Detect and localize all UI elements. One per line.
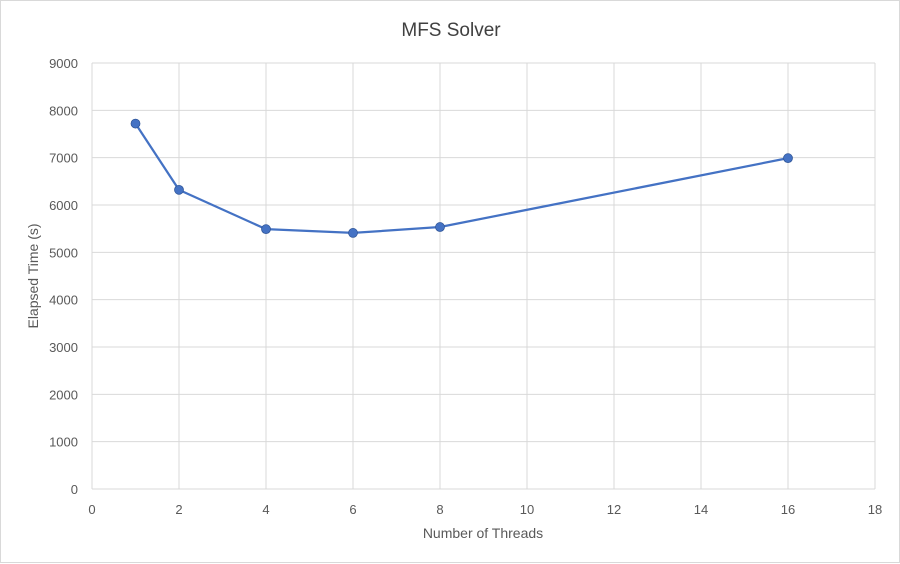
y-tick-label: 4000 [49, 293, 78, 308]
x-tick-label: 8 [436, 502, 443, 517]
data-point [261, 224, 271, 235]
y-tick-label: 2000 [49, 387, 78, 402]
y-tick-label: 3000 [49, 340, 78, 355]
x-tick-label: 12 [607, 502, 621, 517]
y-axis-label: Elapsed Time (s) [25, 223, 41, 328]
data-point [130, 118, 141, 129]
x-tick-label: 2 [175, 502, 182, 517]
x-tick-label: 18 [868, 502, 882, 517]
y-tick-label: 0 [71, 482, 78, 497]
x-tick-label: 6 [349, 502, 356, 517]
data-point [348, 228, 358, 238]
y-tick-label: 6000 [49, 198, 78, 213]
y-tick-label: 5000 [49, 245, 78, 260]
x-tick-label: 0 [88, 502, 95, 517]
y-tick-label: 1000 [49, 435, 78, 450]
y-tick-label: 8000 [49, 103, 78, 118]
x-tick-label: 4 [262, 502, 269, 517]
x-tick-label: 10 [520, 502, 534, 517]
data-point [783, 153, 793, 164]
x-axis-label: Number of Threads [423, 525, 543, 541]
y-tick-label: 9000 [49, 56, 78, 71]
x-tick-label: 16 [781, 502, 795, 517]
x-tick-label: 14 [694, 502, 708, 517]
y-tick-label: 7000 [49, 151, 78, 166]
series-line [134, 122, 789, 235]
data-point [435, 222, 445, 232]
data-point [174, 184, 184, 195]
chart-title: MFS Solver [401, 20, 501, 41]
